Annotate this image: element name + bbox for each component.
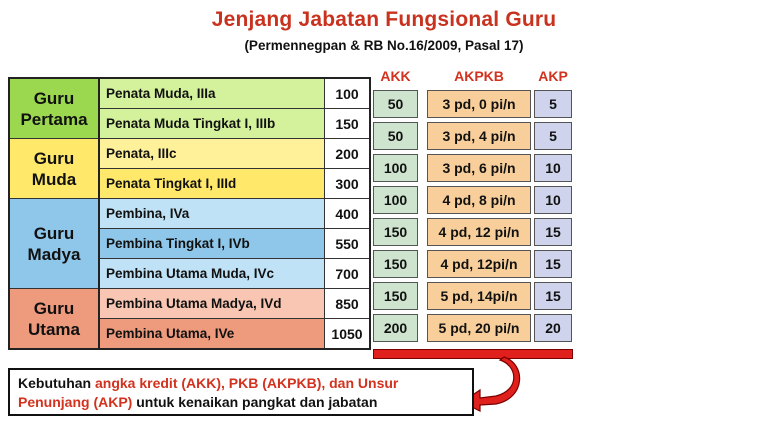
rank-name: Pembina, IVa xyxy=(98,198,325,229)
note-box: Kebutuhan angka kredit (AKK), PKB (AKPKB… xyxy=(8,368,474,416)
akpkb-column: 3 pd, 0 pi/n 3 pd, 4 pi/n 3 pd, 6 pi/n 4… xyxy=(427,90,531,346)
akp-cell: 15 xyxy=(534,250,572,278)
rank-points: 400 xyxy=(324,198,371,229)
table-row: Pembina Utama, IVe 1050 xyxy=(9,318,371,350)
akp-cell: 5 xyxy=(534,90,572,118)
rank-table: Guru Pertama Penata Muda, IIIa 100 Penata… xyxy=(8,77,371,350)
rank-points: 1050 xyxy=(324,318,371,350)
akp-cell: 10 xyxy=(534,186,572,214)
akp-cell: 20 xyxy=(534,314,572,342)
akk-column: 50 50 100 100 150 150 150 200 xyxy=(373,90,418,346)
table-row: Guru Madya Pembina, IVa 400 xyxy=(8,198,371,289)
akpkb-cell: 4 pd, 8 pi/n xyxy=(427,186,531,214)
rank-points: 200 xyxy=(324,138,371,169)
rank-name: Penata, IIIc xyxy=(98,138,325,169)
note-text-1: Kebutuhan xyxy=(18,375,95,391)
akp-cell: 15 xyxy=(534,282,572,310)
red-bar xyxy=(373,349,573,359)
table-row: Guru Utama Pembina Utama Madya, IVd 850 xyxy=(8,288,371,350)
rank-points: 550 xyxy=(324,228,371,259)
group-guru-utama: Guru Utama xyxy=(8,288,100,350)
akk-cell: 50 xyxy=(373,122,418,150)
rank-name: Pembina Utama, IVe xyxy=(98,318,325,350)
table-row: Penata Muda Tingkat I, IIIb 150 xyxy=(9,108,371,139)
rank-points: 100 xyxy=(324,77,371,109)
akpkb-header: AKPKB xyxy=(454,68,504,84)
curved-arrow-icon xyxy=(460,356,521,412)
group-guru-pertama: Guru Pertama xyxy=(8,77,100,139)
note-text-highlight: angka kredit (AKK), PKB (AKPKB), dan Uns… xyxy=(18,375,399,410)
akpkb-cell: 5 pd, 14pi/n xyxy=(427,282,531,310)
akpkb-cell: 4 pd, 12pi/n xyxy=(427,250,531,278)
akk-cell: 200 xyxy=(373,314,418,342)
rank-name: Penata Muda, IIIa xyxy=(98,77,325,109)
akk-cell: 150 xyxy=(373,250,418,278)
akp-cell: 15 xyxy=(534,218,572,246)
table-row: Guru Pertama Penata Muda, IIIa 100 xyxy=(8,77,371,139)
page-subtitle: (Permennegpan & RB No.16/2009, Pasal 17) xyxy=(244,38,524,53)
akk-cell: 100 xyxy=(373,186,418,214)
akpkb-cell: 4 pd, 12 pi/n xyxy=(427,218,531,246)
akk-cell: 100 xyxy=(373,154,418,182)
akp-cell: 5 xyxy=(534,122,572,150)
group-guru-madya: Guru Madya xyxy=(8,198,100,289)
rank-points: 850 xyxy=(324,288,371,319)
akk-cell: 150 xyxy=(373,282,418,310)
table-row: Guru Muda Penata, IIIc 200 xyxy=(8,138,371,199)
rank-name: Pembina Utama Muda, IVc xyxy=(98,258,325,289)
table-row: Pembina Tingkat I, IVb 550 xyxy=(9,228,371,259)
rank-name: Pembina Utama Madya, IVd xyxy=(98,288,325,319)
note-text-3: untuk kenaikan pangkat dan jabatan xyxy=(132,394,378,410)
table-row: Pembina Utama Muda, IVc 700 xyxy=(9,258,371,289)
rank-name: Penata Tingkat I, IIId xyxy=(98,168,325,199)
akpkb-cell: 3 pd, 4 pi/n xyxy=(427,122,531,150)
rank-name: Penata Muda Tingkat I, IIIb xyxy=(98,108,325,139)
akp-header: AKP xyxy=(538,68,568,84)
akp-cell: 10 xyxy=(534,154,572,182)
rank-name: Pembina Tingkat I, IVb xyxy=(98,228,325,259)
rank-points: 150 xyxy=(324,108,371,139)
group-guru-muda: Guru Muda xyxy=(8,138,100,199)
akpkb-cell: 3 pd, 0 pi/n xyxy=(427,90,531,118)
akp-column: 5 5 10 10 15 15 15 20 xyxy=(534,90,572,346)
page-title: Jenjang Jabatan Fungsional Guru xyxy=(211,8,557,31)
akk-cell: 50 xyxy=(373,90,418,118)
akpkb-cell: 5 pd, 20 pi/n xyxy=(427,314,531,342)
akk-header: AKK xyxy=(380,68,411,84)
rank-points: 300 xyxy=(324,168,371,199)
akpkb-cell: 3 pd, 6 pi/n xyxy=(427,154,531,182)
akk-cell: 150 xyxy=(373,218,418,246)
rank-points: 700 xyxy=(324,258,371,289)
